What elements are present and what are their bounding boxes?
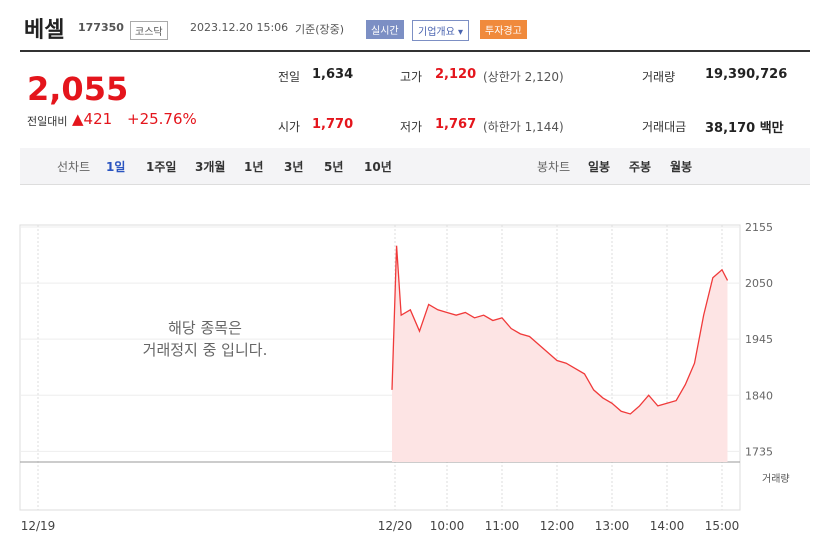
- stat-value: 1,767: [435, 117, 477, 132]
- x-tick-label: 11:00: [485, 519, 520, 533]
- tab-label: 선차트: [57, 160, 91, 174]
- stat-label: 거래대금: [642, 120, 687, 134]
- stock-name: 베셀: [24, 18, 65, 43]
- notice: 거래정지 중 입니다.: [143, 341, 268, 359]
- stat-value: 1,770: [312, 117, 354, 132]
- notice: 해당 종목은: [168, 319, 242, 337]
- tab-label: 봉차트: [537, 160, 571, 174]
- tab[interactable]: 10년: [364, 160, 392, 174]
- warning-button[interactable]: 투자경고: [480, 20, 527, 39]
- x-tick-label: 10:00: [430, 519, 465, 533]
- change-label: 전일대비: [27, 115, 68, 128]
- realtime-button[interactable]: 실시간: [366, 20, 404, 39]
- volume-label: 거래량: [762, 473, 790, 485]
- tab[interactable]: 5년: [324, 160, 344, 174]
- tab-bar: [20, 148, 810, 185]
- y-tick-label: 1735: [745, 445, 773, 458]
- x-tick-label: 13:00: [595, 519, 630, 533]
- y-tick-label: 2155: [745, 221, 773, 234]
- stat-note: (상한가 2,120): [483, 70, 564, 84]
- stat-label: 저가: [400, 120, 423, 134]
- change-pct: +25.76%: [127, 110, 197, 128]
- price: 2,055: [27, 70, 129, 108]
- tab[interactable]: 1년: [244, 160, 264, 174]
- company-button[interactable]: 기업개요 ▾: [412, 20, 469, 41]
- chart: 1735 1840 1945 2050 2155 12/19 12/20 10:00 11:00…: [19, 221, 790, 533]
- stat-label: 거래량: [642, 70, 676, 84]
- stat-value: 2,120: [435, 67, 477, 82]
- change: ▲421: [72, 110, 113, 128]
- x-tick-label: 14:00: [650, 519, 685, 533]
- plot-frame: [19, 224, 741, 511]
- y-tick-label: 1945: [745, 333, 773, 346]
- y-tick-label: 2050: [745, 277, 773, 290]
- stat-value: 1,634: [312, 67, 354, 82]
- stat-value: 19,390,726: [705, 67, 788, 82]
- stat-value: 38,170 백만: [705, 121, 784, 136]
- datetime: 2023.12.20 15:06: [190, 21, 289, 34]
- x-tick-label: 12/20: [378, 519, 413, 533]
- x-tick-label: 15:00: [705, 519, 740, 533]
- tab[interactable]: 주봉: [629, 160, 652, 174]
- tab[interactable]: 3년: [284, 160, 304, 174]
- tab[interactable]: 일봉: [588, 160, 611, 174]
- stock-code: 177350: [78, 21, 124, 34]
- x-tick-label: 12/19: [21, 519, 56, 533]
- tab[interactable]: 1주일: [146, 160, 177, 174]
- stat-label: 전일: [278, 70, 301, 84]
- market-tag: 코스닥: [130, 21, 168, 40]
- stat-note: (하한가 1,144): [483, 120, 564, 134]
- price-area: [392, 245, 728, 462]
- stat-label: 고가: [400, 70, 423, 84]
- price-line: [391, 245, 729, 415]
- y-tick-label: 1840: [745, 389, 773, 402]
- stat-label: 시가: [278, 120, 301, 134]
- tab[interactable]: 월봉: [670, 160, 693, 174]
- x-tick-label: 12:00: [540, 519, 575, 533]
- basis: 기준(장중): [295, 23, 345, 36]
- tab[interactable]: 3개월: [195, 160, 226, 174]
- tab[interactable]: 1일: [106, 160, 126, 174]
